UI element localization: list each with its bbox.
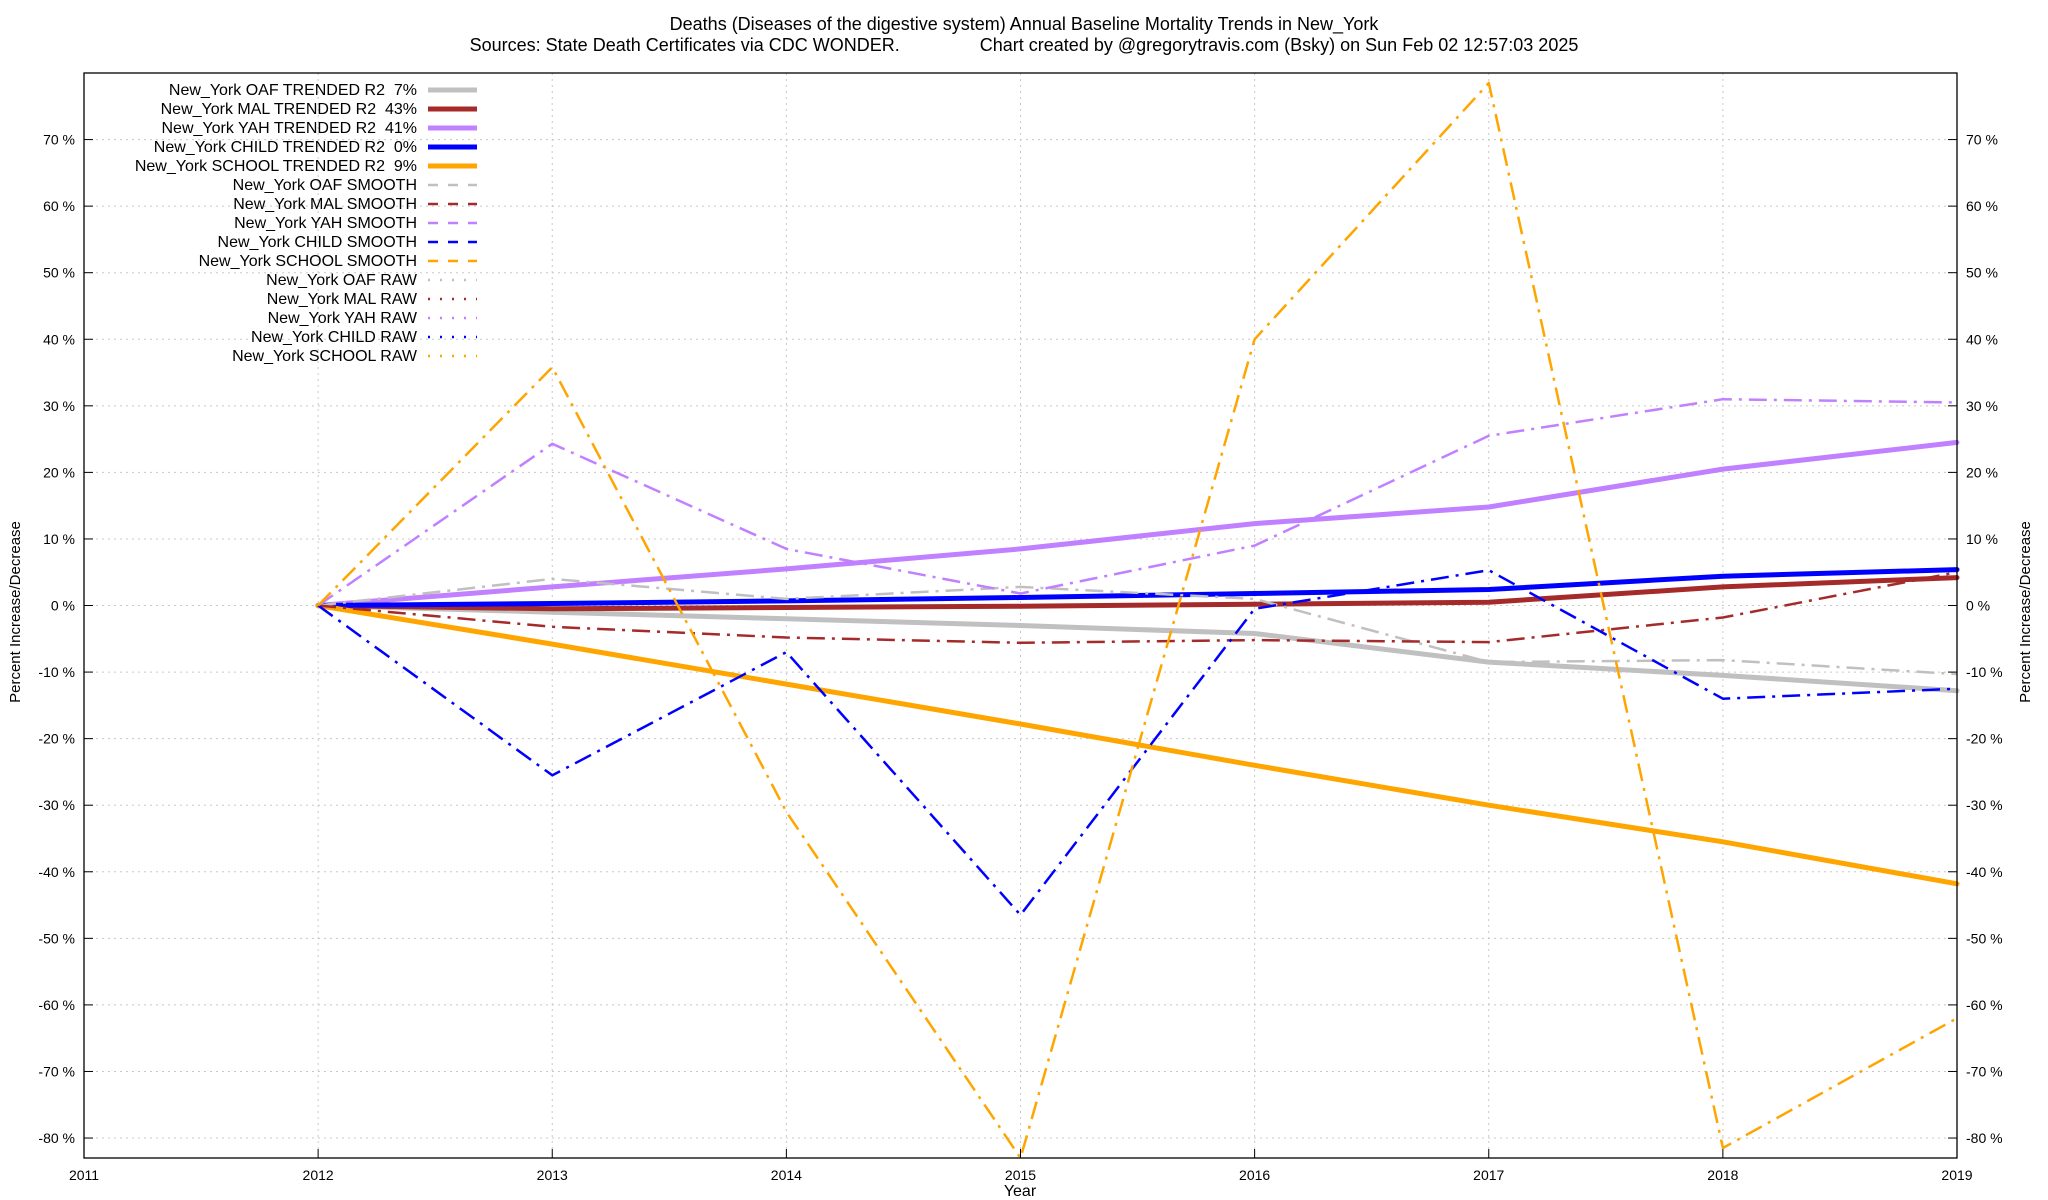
y-tick-label-right: -20 % — [1966, 731, 2003, 747]
y-tick-label-right: 60 % — [1966, 198, 1998, 214]
y-tick-label-right: 0 % — [1966, 598, 1990, 614]
y-tick-label-right: -40 % — [1966, 864, 2003, 880]
y-axis-label-right: Percent Increase/Decrease — [2017, 521, 2034, 703]
legend-label: New_York SCHOOL SMOOTH — [199, 253, 417, 270]
legend-label: New_York MAL TRENDED R2 43% — [161, 101, 417, 118]
y-tick-label-right: -70 % — [1966, 1063, 2003, 1079]
y-tick-label-left: -40 % — [38, 864, 75, 880]
series-line — [315, 567, 1960, 608]
legend-label: New_York CHILD RAW — [251, 329, 418, 346]
x-tick-label: 2014 — [771, 1167, 802, 1183]
y-tick-label-left: 40 % — [43, 331, 75, 347]
series-3 — [315, 439, 1960, 608]
series-line — [317, 568, 1958, 917]
series-7 — [317, 570, 1958, 645]
x-tick-label: 2016 — [1239, 1167, 1270, 1183]
y-tick-label-right: 40 % — [1966, 331, 1998, 347]
series-line — [317, 570, 1958, 645]
legend-label: New_York CHILD TRENDED R2 0% — [154, 139, 417, 156]
grid — [83, 73, 1958, 1158]
series-8 — [317, 397, 1958, 607]
y-tick-label-left: -70 % — [38, 1063, 75, 1079]
series-6 — [317, 577, 1958, 676]
series-line — [317, 577, 1958, 676]
series-line — [315, 575, 1960, 612]
chart-subtitle: Sources: State Death Certificates via CD… — [470, 35, 1579, 55]
y-axis-label-left: Percent Increase/Decrease — [7, 521, 24, 703]
series-10 — [317, 81, 1958, 1160]
series-4 — [315, 567, 1960, 608]
legend-label: New_York YAH RAW — [268, 310, 418, 327]
y-tick-label-left: 70 % — [43, 132, 75, 148]
series-line — [315, 603, 1960, 694]
y-tick-label-left: -20 % — [38, 731, 75, 747]
x-tick-label: 2013 — [537, 1167, 568, 1183]
y-tick-label-left: -10 % — [38, 664, 75, 680]
legend-label: New_York MAL SMOOTH — [233, 196, 417, 213]
legend-label: New_York CHILD SMOOTH — [218, 234, 417, 251]
y-tick-label-left: 20 % — [43, 464, 75, 480]
legend-label: New_York SCHOOL TRENDED R2 9% — [135, 158, 417, 175]
y-tick-label-right: 50 % — [1966, 265, 1998, 281]
legend-label: New_York OAF TRENDED R2 7% — [169, 82, 417, 99]
y-tick-label-right: -60 % — [1966, 997, 2003, 1013]
legend-label: New_York MAL RAW — [267, 291, 418, 308]
y-tick-label-left: 10 % — [43, 531, 75, 547]
series-line — [317, 397, 1958, 607]
legend-label: New_York OAF SMOOTH — [233, 177, 417, 194]
y-tick-label-left: -30 % — [38, 797, 75, 813]
legend-label: New_York OAF RAW — [266, 272, 418, 289]
series-line — [315, 439, 1960, 608]
y-tick-label-right: -30 % — [1966, 797, 2003, 813]
legend-label: New_York YAH TRENDED R2 41% — [161, 120, 417, 137]
legend: New_York OAF TRENDED R2 7% New_York MAL T… — [135, 82, 477, 365]
y-tick-label-left: 30 % — [43, 398, 75, 414]
y-tick-label-right: -50 % — [1966, 930, 2003, 946]
series-line — [317, 81, 1958, 1160]
x-tick-label: 2012 — [303, 1167, 334, 1183]
y-tick-label-right: -80 % — [1966, 1130, 2003, 1146]
y-tick-label-right: 20 % — [1966, 464, 1998, 480]
x-tick-label: 2019 — [1941, 1167, 1972, 1183]
y-tick-label-right: 30 % — [1966, 398, 1998, 414]
series-2 — [315, 575, 1960, 612]
legend-label: New_York SCHOOL RAW — [232, 348, 418, 365]
y-tick-label-right: 10 % — [1966, 531, 1998, 547]
series-9 — [317, 568, 1958, 917]
x-axis-label: Year — [1004, 1183, 1037, 1200]
y-tick-label-left: -50 % — [38, 930, 75, 946]
x-tick-label: 2015 — [1005, 1167, 1036, 1183]
y-tick-label-left: -60 % — [38, 997, 75, 1013]
x-tick-label: 2018 — [1707, 1167, 1738, 1183]
series-layer — [315, 81, 1960, 1160]
y-tick-label-right: -10 % — [1966, 664, 2003, 680]
y-tick-label-left: 50 % — [43, 265, 75, 281]
x-tick-label: 2017 — [1473, 1167, 1504, 1183]
chart-title: Deaths (Diseases of the digestive system… — [670, 14, 1380, 35]
legend-label: New_York YAH SMOOTH — [234, 215, 417, 232]
x-tick-label: 2011 — [69, 1167, 99, 1183]
y-tick-label-left: 60 % — [43, 198, 75, 214]
series-1 — [315, 603, 1960, 694]
y-tick-label-left: 0 % — [51, 598, 75, 614]
axis-ticks: 70 % 70 % 60 % 60 % 50 % 50 % 40 % 40 % 30 % 30 %… — [38, 132, 2002, 1183]
y-tick-label-right: 70 % — [1966, 132, 1998, 148]
y-tick-label-left: -80 % — [38, 1130, 75, 1146]
